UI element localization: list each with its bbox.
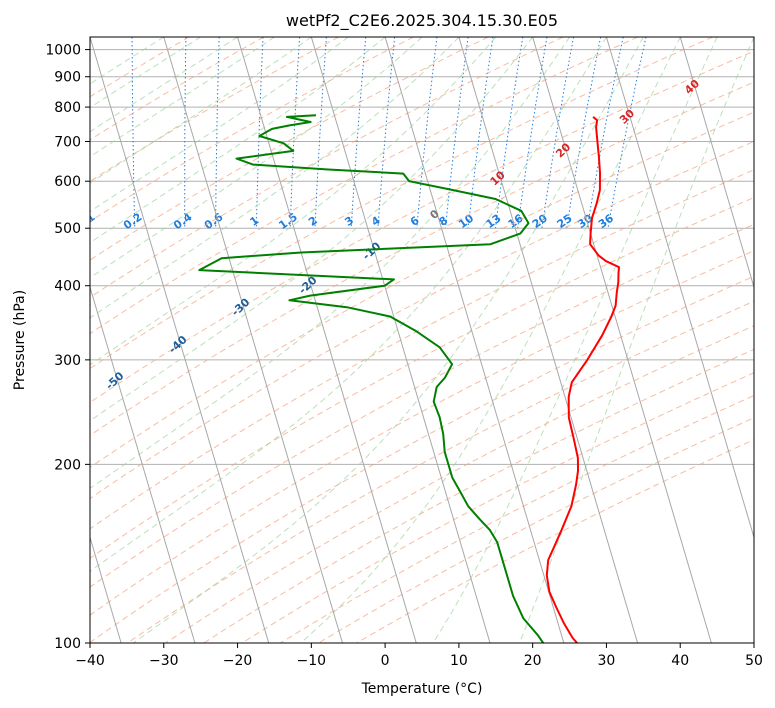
moist-adiabat [90, 37, 386, 244]
mixing-ratio-line [566, 37, 602, 229]
sounding-profiles [198, 114, 620, 643]
moist-adiabats [90, 37, 754, 643]
y-tick-label: 1000 [45, 43, 81, 59]
dry-adiabat [90, 50, 754, 404]
x-tick-label: 30 [598, 653, 616, 669]
moist-adiabat [90, 37, 497, 366]
y-tick-label: 100 [54, 636, 81, 652]
isotherm-line [90, 37, 270, 643]
dry-adiabat [280, 394, 754, 643]
moist-adiabat [519, 37, 754, 643]
y-axis-title: Pressure (hPa) [12, 290, 28, 390]
y-tick-label: 900 [54, 70, 81, 86]
dry-adiabat [90, 111, 754, 468]
pressure-gridlines [90, 49, 754, 643]
x-tick-label: 50 [745, 653, 763, 669]
isotherm-line [458, 37, 639, 643]
dry-adiabat [90, 140, 754, 500]
moist-adiabat [132, 37, 644, 643]
y-axis-ticks: 100 200 300 400 500 600 700 800 900 1000 [45, 43, 90, 652]
dry-adiabat [165, 325, 754, 643]
x-tick-label: 0 [381, 653, 390, 669]
moist-adiabat [90, 37, 312, 184]
moist-adiabat [90, 37, 571, 489]
isotherm-line [310, 37, 491, 643]
x-tick-label: 20 [524, 653, 542, 669]
dry-adiabat [127, 300, 754, 643]
dry-adiabat [318, 417, 754, 643]
isotherm-line [679, 37, 754, 289]
moist-adiabat [432, 37, 718, 643]
mixing-ratio-line [377, 37, 396, 229]
x-tick-label: −10 [297, 653, 327, 669]
x-tick-label: −40 [75, 653, 105, 669]
y-tick-label: 400 [54, 279, 81, 295]
y-tick-label: 200 [54, 457, 81, 473]
x-tick-label: −30 [149, 653, 179, 669]
isotherm-line [384, 37, 565, 643]
dry-adiabat [90, 250, 754, 616]
skewed-isotherms [90, 37, 754, 643]
x-axis-title: Temperature (°C) [361, 681, 483, 697]
y-tick-label: 500 [54, 221, 81, 237]
mixing-ratio-line [495, 37, 524, 229]
dry-adiabat [90, 37, 639, 335]
dry-adiabat [203, 348, 754, 643]
chart-title: wetPf2_C2E6.2025.304.15.30.E05 [286, 11, 558, 31]
isotherm-line [163, 37, 343, 643]
dry-adiabat [90, 81, 754, 436]
isotherm-line [90, 535, 122, 643]
y-tick-label: 300 [54, 353, 81, 369]
mixing-ratio-line [416, 37, 438, 229]
moist-adiabat [90, 37, 607, 572]
dry-adiabat [90, 275, 754, 643]
dry-adiabat [241, 372, 754, 643]
y-tick-label: 600 [54, 174, 81, 190]
isotherm-line [90, 285, 196, 643]
moist-adiabat [90, 37, 534, 422]
mixing-ratio-line [586, 37, 624, 229]
moist-adiabat [90, 37, 423, 279]
mixing-ratio-line [444, 37, 469, 229]
plot-frame [89, 36, 755, 644]
mixing-ratio-line [607, 37, 647, 229]
moist-adiabat [90, 37, 460, 319]
moist-adiabat [299, 37, 681, 643]
mixing-ratio-label: 0.1 [74, 210, 97, 232]
dry-adiabat [90, 223, 754, 588]
isotherm-line [532, 37, 712, 643]
temperature-profile-line [545, 116, 620, 643]
dry-adiabat [90, 37, 414, 222]
x-tick-label: −20 [223, 653, 253, 669]
x-tick-label: 40 [671, 653, 689, 669]
dry-adiabat [90, 37, 713, 370]
isotherm-line [605, 37, 754, 540]
y-tick-label: 700 [54, 134, 81, 150]
x-tick-label: 10 [450, 653, 468, 669]
dry-adiabat [356, 439, 754, 643]
mixing-ratio-line [541, 37, 574, 229]
dewpoint-profile-line [198, 114, 545, 643]
y-tick-label: 800 [54, 100, 81, 116]
x-axis-ticks: −40 −30 −20 −10 0 10 20 30 40 50 [75, 643, 763, 669]
mixing-ratio-line [467, 37, 494, 229]
